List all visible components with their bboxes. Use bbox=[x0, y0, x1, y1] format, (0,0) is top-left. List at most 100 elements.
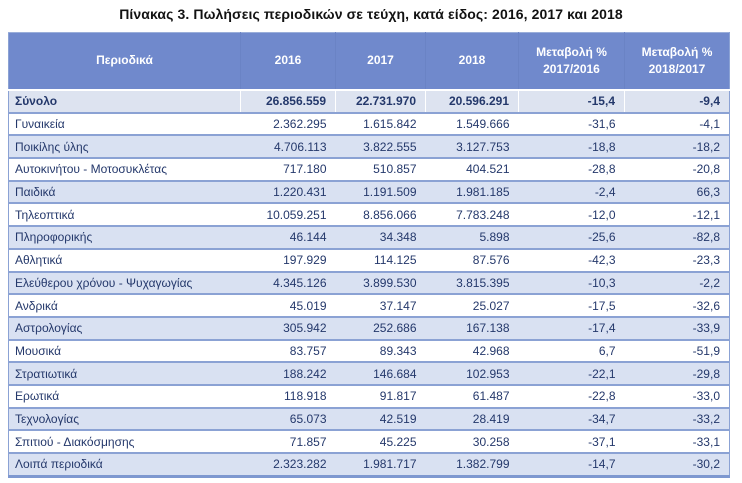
value-2018-cell: 61.487 bbox=[425, 384, 519, 409]
change-2017-2016-cell: -22,1 bbox=[518, 362, 625, 386]
column-header-label: 2016 bbox=[274, 53, 302, 68]
column-header-change-2017-2016: Μεταβολή % 2017/2016 bbox=[518, 32, 625, 91]
value-2018-cell: 25.027 bbox=[425, 294, 519, 318]
value-2018-cell: 5.898 bbox=[425, 226, 519, 250]
value-2016-cell: 83.757 bbox=[240, 339, 336, 364]
column-header-2016: 2016 bbox=[240, 32, 336, 91]
table-row: Ερωτικά 118.918 91.817 61.487 -22,8 -33,… bbox=[8, 384, 730, 409]
table-row: Αυτοκινήτου - Μοτοσυκλέτας 717.180 510.8… bbox=[8, 158, 730, 182]
row-label-cell: Λοιπά περιοδικά bbox=[8, 453, 241, 478]
row-label-cell: Αθλητικά bbox=[8, 248, 241, 273]
table-row: Ανδρικά 45.019 37.147 25.027 -17,5 -32,6 bbox=[8, 294, 730, 318]
column-header-2017: 2017 bbox=[335, 32, 426, 91]
change-2018-2017-cell: -51,9 bbox=[624, 339, 730, 364]
value-2016-cell: 717.180 bbox=[240, 158, 336, 182]
value-2016-cell: 45.019 bbox=[240, 294, 336, 318]
table-row: Στρατιωτικά 188.242 146.684 102.953 -22,… bbox=[8, 362, 730, 386]
value-2018-cell: 3.127.753 bbox=[425, 135, 519, 160]
change-2017-2016-cell: -31,6 bbox=[518, 112, 625, 137]
column-header-sublabel: 2017/2016 bbox=[543, 62, 600, 76]
value-2018-cell: 87.576 bbox=[425, 248, 519, 273]
change-2017-2016-cell: 6,7 bbox=[518, 339, 625, 364]
change-2018-2017-cell: -29,8 bbox=[624, 362, 730, 386]
table-row: Σπιτιού - Διακόσμησης 71.857 45.225 30.2… bbox=[8, 430, 730, 454]
table-row: Γυναικεία 2.362.295 1.615.842 1.549.666 … bbox=[8, 112, 730, 137]
value-2018-cell: 20.596.291 bbox=[425, 90, 519, 114]
value-2017-cell: 1.981.717 bbox=[335, 453, 426, 478]
value-2018-cell: 42.968 bbox=[425, 339, 519, 364]
value-2017-cell: 510.857 bbox=[335, 158, 426, 182]
change-2018-2017-cell: -30,2 bbox=[624, 453, 730, 478]
change-2017-2016-cell: -10,3 bbox=[518, 271, 625, 296]
value-2016-cell: 26.856.559 bbox=[240, 90, 336, 114]
table-title: Πίνακας 3. Πωλήσεις περιοδικών σε τεύχη,… bbox=[119, 6, 623, 22]
table-row: Τηλεοπτικά 10.059.251 8.856.066 7.783.24… bbox=[8, 203, 730, 228]
table-row: Πληροφορικής 46.144 34.348 5.898 -25,6 -… bbox=[8, 226, 730, 250]
column-header-sublabel: 2018/2017 bbox=[648, 62, 706, 76]
value-2016-cell: 118.918 bbox=[240, 384, 336, 409]
column-header-change-2018-2017: Μεταβολή % 2018/2017 bbox=[624, 32, 730, 91]
value-2016-cell: 10.059.251 bbox=[240, 203, 336, 228]
change-2017-2016-cell: -25,6 bbox=[518, 226, 625, 250]
value-2016-cell: 2.362.295 bbox=[240, 112, 336, 137]
value-2017-cell: 22.731.970 bbox=[335, 90, 426, 114]
table-row: Ποικίλης ύλης 4.706.113 3.822.555 3.127.… bbox=[8, 135, 730, 160]
value-2018-cell: 28.419 bbox=[425, 407, 519, 432]
change-2017-2016-cell: -17,5 bbox=[518, 294, 625, 318]
value-2016-cell: 197.929 bbox=[240, 248, 336, 273]
table-row: Παιδικά 1.220.431 1.191.509 1.981.185 -2… bbox=[8, 180, 730, 205]
row-label-cell: Ποικίλης ύλης bbox=[8, 135, 241, 160]
value-2018-cell: 30.258 bbox=[425, 430, 519, 454]
header-row: Περιοδικά 2016 2017 2018 Μεταβολή % 2017… bbox=[8, 32, 730, 91]
change-2018-2017-cell: -33,2 bbox=[624, 407, 730, 432]
value-2016-cell: 188.242 bbox=[240, 362, 336, 386]
table-row: Σύνολο 26.856.559 22.731.970 20.596.291 … bbox=[8, 90, 730, 114]
table-row: Ελεύθερου χρόνου - Ψυχαγωγίας 4.345.126 … bbox=[8, 271, 730, 296]
row-label-cell: Στρατιωτικά bbox=[8, 362, 241, 386]
column-header-label: 2017 bbox=[367, 53, 394, 68]
value-2018-cell: 7.783.248 bbox=[425, 203, 519, 228]
row-label-cell: Μουσικά bbox=[8, 339, 241, 364]
value-2017-cell: 3.822.555 bbox=[335, 135, 426, 160]
value-2017-cell: 42.519 bbox=[335, 407, 426, 432]
change-2017-2016-cell: -34,7 bbox=[518, 407, 625, 432]
value-2016-cell: 305.942 bbox=[240, 316, 336, 341]
change-2018-2017-cell: -12,1 bbox=[624, 203, 730, 228]
column-header-label: 2018 bbox=[458, 53, 486, 68]
value-2017-cell: 114.125 bbox=[335, 248, 426, 273]
value-2016-cell: 71.857 bbox=[240, 430, 336, 454]
value-2016-cell: 46.144 bbox=[240, 226, 336, 250]
change-2018-2017-cell: -18,2 bbox=[624, 135, 730, 160]
value-2017-cell: 1.615.842 bbox=[335, 112, 426, 137]
change-2018-2017-cell: -33,0 bbox=[624, 384, 730, 409]
row-label-cell: Παιδικά bbox=[8, 180, 241, 205]
value-2017-cell: 146.684 bbox=[335, 362, 426, 386]
change-2017-2016-cell: -28,8 bbox=[518, 158, 625, 182]
change-2017-2016-cell: -18,8 bbox=[518, 135, 625, 160]
value-2018-cell: 1.382.799 bbox=[425, 453, 519, 478]
row-label-cell: Αυτοκινήτου - Μοτοσυκλέτας bbox=[8, 158, 241, 182]
change-2018-2017-cell: -33,9 bbox=[624, 316, 730, 341]
value-2018-cell: 404.521 bbox=[425, 158, 519, 182]
value-2017-cell: 91.817 bbox=[335, 384, 426, 409]
value-2017-cell: 34.348 bbox=[335, 226, 426, 250]
row-label-cell: Ανδρικά bbox=[8, 294, 241, 318]
change-2018-2017-cell: -4,1 bbox=[624, 112, 730, 137]
table-row: Λοιπά περιοδικά 2.323.282 1.981.717 1.38… bbox=[8, 453, 730, 478]
value-2017-cell: 8.856.066 bbox=[335, 203, 426, 228]
row-label-cell: Σύνολο bbox=[8, 90, 241, 114]
row-label-cell: Τεχνολογίας bbox=[8, 407, 241, 432]
change-2018-2017-cell: 66,3 bbox=[624, 180, 730, 205]
value-2017-cell: 252.686 bbox=[335, 316, 426, 341]
value-2018-cell: 1.981.185 bbox=[425, 180, 519, 205]
column-header-2018: 2018 bbox=[425, 32, 519, 91]
column-header-periodika: Περιοδικά bbox=[8, 32, 241, 91]
table-body: Σύνολο 26.856.559 22.731.970 20.596.291 … bbox=[8, 90, 730, 478]
value-2018-cell: 102.953 bbox=[425, 362, 519, 386]
change-2018-2017-cell: -20,8 bbox=[624, 158, 730, 182]
change-2018-2017-cell: -32,6 bbox=[624, 294, 730, 318]
table-row: Τεχνολογίας 65.073 42.519 28.419 -34,7 -… bbox=[8, 407, 730, 432]
change-2017-2016-cell: -17,4 bbox=[518, 316, 625, 341]
column-header-label: Μεταβολή % bbox=[641, 44, 713, 59]
row-label-cell: Ερωτικά bbox=[8, 384, 241, 409]
